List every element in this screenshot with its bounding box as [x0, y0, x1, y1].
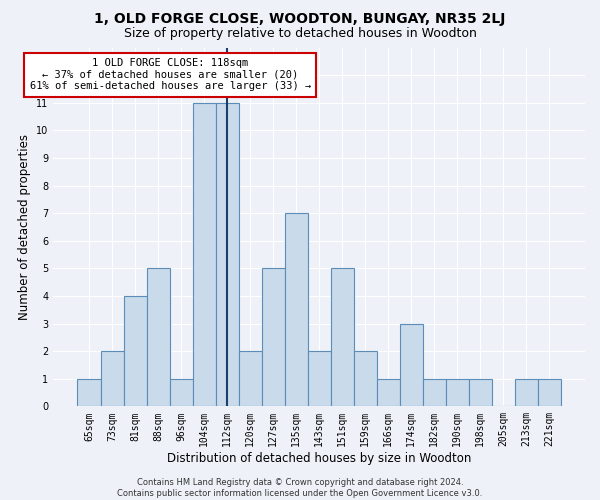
Bar	[193, 102, 215, 406]
Bar	[538, 378, 561, 406]
Y-axis label: Number of detached properties: Number of detached properties	[17, 134, 31, 320]
Text: Contains HM Land Registry data © Crown copyright and database right 2024.
Contai: Contains HM Land Registry data © Crown c…	[118, 478, 482, 498]
Bar	[331, 268, 353, 406]
Bar	[469, 378, 492, 406]
Bar	[400, 324, 423, 406]
Bar	[515, 378, 538, 406]
Bar	[423, 378, 446, 406]
Bar	[284, 213, 308, 406]
Text: 1, OLD FORGE CLOSE, WOODTON, BUNGAY, NR35 2LJ: 1, OLD FORGE CLOSE, WOODTON, BUNGAY, NR3…	[94, 12, 506, 26]
Text: 1 OLD FORGE CLOSE: 118sqm
← 37% of detached houses are smaller (20)
61% of semi-: 1 OLD FORGE CLOSE: 118sqm ← 37% of detac…	[29, 58, 311, 92]
Bar	[262, 268, 284, 406]
Bar	[446, 378, 469, 406]
Bar	[124, 296, 146, 406]
Bar	[77, 378, 101, 406]
Bar	[308, 351, 331, 406]
Bar	[146, 268, 170, 406]
Bar	[377, 378, 400, 406]
Text: Size of property relative to detached houses in Woodton: Size of property relative to detached ho…	[124, 28, 476, 40]
Bar	[101, 351, 124, 406]
Bar	[239, 351, 262, 406]
Bar	[215, 102, 239, 406]
X-axis label: Distribution of detached houses by size in Woodton: Distribution of detached houses by size …	[167, 452, 472, 465]
Bar	[353, 351, 377, 406]
Bar	[170, 378, 193, 406]
